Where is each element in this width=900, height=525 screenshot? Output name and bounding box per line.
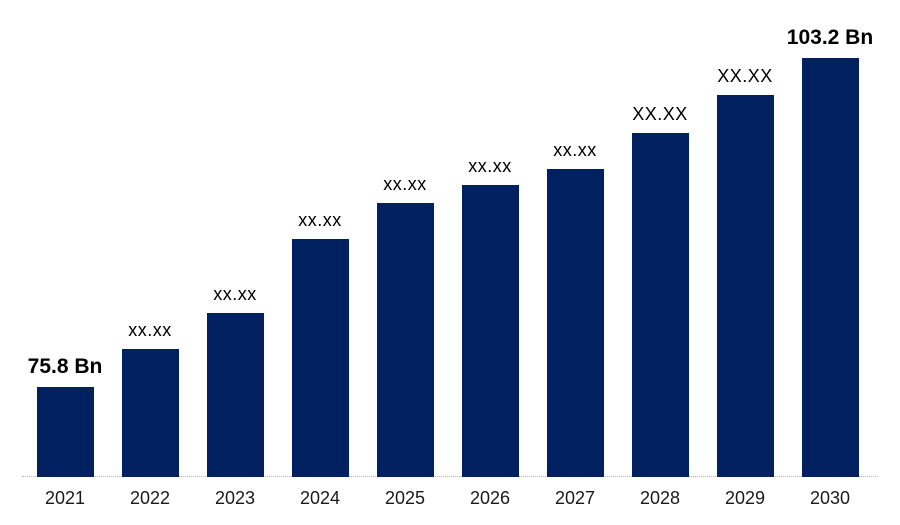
- x-axis-tick-label-2021: 2021: [44, 488, 86, 508]
- bar-value-label-2024: xx.xx: [298, 210, 342, 230]
- x-axis-line: [22, 476, 878, 477]
- x-axis-tick-label-2029: 2029: [724, 488, 766, 508]
- bar-value-label-2029: XX.XX: [717, 66, 773, 86]
- bar-2028: [631, 133, 689, 477]
- bar-value-label-2027: xx.xx: [553, 140, 597, 160]
- bar-2023: [206, 313, 264, 477]
- bar-value-label-2025: xx.xx: [383, 174, 427, 194]
- x-axis-tick-label-2027: 2027: [554, 488, 596, 508]
- bar-value-label-2030: 103.2 Bn: [786, 26, 874, 49]
- bar-value-label-2021: 75.8 Bn: [27, 355, 103, 378]
- bar-2022: [121, 349, 179, 477]
- bar-2024: [291, 239, 349, 477]
- bar-value-label-2022: xx.xx: [128, 320, 172, 340]
- bar-2026: [461, 185, 519, 477]
- bar-2021: [36, 387, 94, 477]
- x-axis-tick-label-2028: 2028: [639, 488, 681, 508]
- x-axis-tick-label-2023: 2023: [214, 488, 256, 508]
- bar-2030: [801, 58, 859, 477]
- bar-value-label-2026: xx.xx: [468, 156, 512, 176]
- bar-2025: [376, 203, 434, 477]
- bar-2027: [546, 169, 604, 477]
- x-axis-tick-label-2024: 2024: [299, 488, 341, 508]
- x-axis-tick-label-2026: 2026: [469, 488, 511, 508]
- bar-2029: [716, 95, 774, 477]
- bar-value-label-2023: xx.xx: [213, 284, 257, 304]
- x-axis-tick-label-2025: 2025: [384, 488, 426, 508]
- x-axis-tick-label-2022: 2022: [129, 488, 171, 508]
- bar-value-label-2028: XX.XX: [632, 104, 688, 124]
- x-axis-tick-label-2030: 2030: [809, 488, 851, 508]
